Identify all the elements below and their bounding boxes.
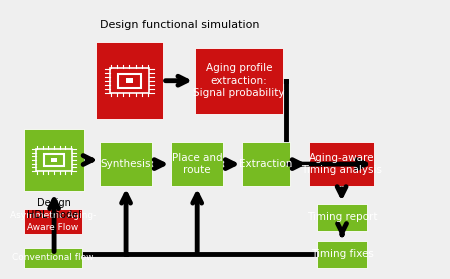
FancyBboxPatch shape: [171, 142, 223, 186]
Text: Design
HDL model: Design HDL model: [27, 198, 81, 220]
FancyBboxPatch shape: [195, 48, 284, 114]
FancyBboxPatch shape: [243, 142, 290, 186]
FancyBboxPatch shape: [317, 241, 368, 268]
FancyBboxPatch shape: [24, 247, 82, 268]
FancyBboxPatch shape: [24, 129, 84, 191]
Text: Aging profile
extraction:
Signal probability: Aging profile extraction: Signal probabi…: [194, 63, 285, 98]
FancyBboxPatch shape: [110, 68, 149, 93]
Text: Aging-aware
Timing analysis: Aging-aware Timing analysis: [301, 153, 382, 175]
FancyBboxPatch shape: [317, 204, 368, 231]
FancyBboxPatch shape: [51, 158, 58, 162]
Text: Design functional simulation: Design functional simulation: [100, 20, 260, 30]
FancyBboxPatch shape: [126, 78, 133, 83]
Text: Place and
route: Place and route: [172, 153, 222, 175]
Text: Asymmetric Aging-
Aware Flow: Asymmetric Aging- Aware Flow: [10, 211, 96, 232]
FancyBboxPatch shape: [309, 142, 374, 186]
FancyBboxPatch shape: [24, 209, 82, 234]
Text: Synthesis: Synthesis: [101, 159, 151, 169]
FancyBboxPatch shape: [96, 42, 163, 119]
FancyBboxPatch shape: [100, 142, 152, 186]
Text: Timing fixes: Timing fixes: [310, 249, 374, 259]
Text: Extraction: Extraction: [239, 159, 293, 169]
Text: Timing report: Timing report: [307, 212, 377, 222]
Text: Conventional flow: Conventional flow: [12, 253, 94, 262]
FancyBboxPatch shape: [36, 149, 72, 171]
